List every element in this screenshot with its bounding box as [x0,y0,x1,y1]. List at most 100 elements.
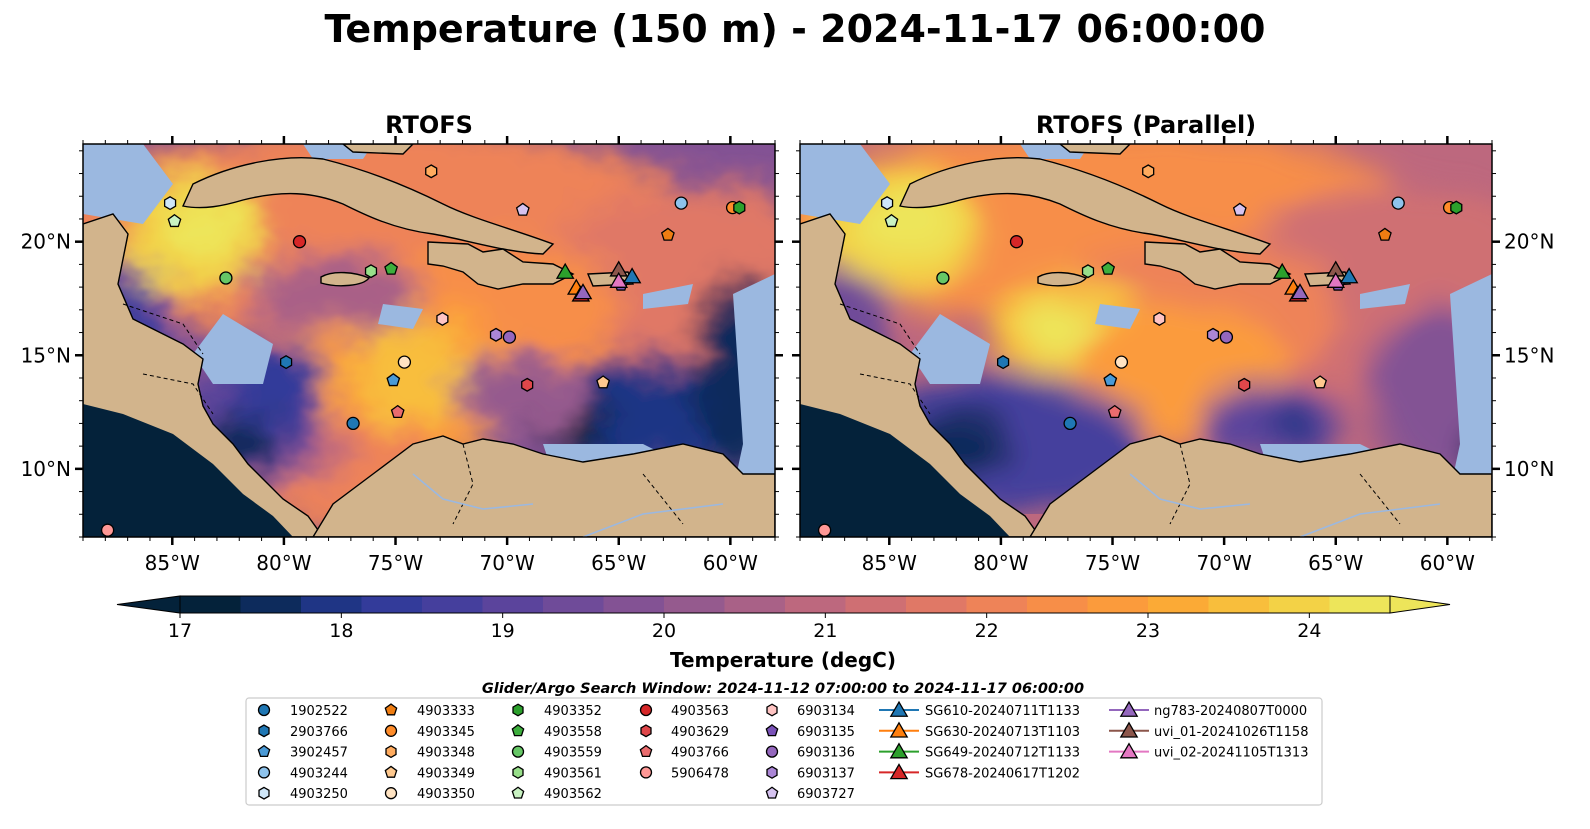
obs-marker-SG649-20240712T1133 [1272,262,1292,279]
legend-marker [1119,742,1139,759]
legend-label: 4903559 [544,746,602,761]
obs-marker-4903766 [1107,404,1122,418]
obs-marker-4903561 [1081,264,1095,279]
legend-item: 4903766 [639,744,729,761]
marker-layer [817,164,1463,537]
legend-item: 6903134 [766,703,855,719]
legend-label: SG649-20240712T1133 [925,746,1080,761]
legend-marker [512,703,524,717]
obs-marker-6903727 [1232,202,1247,216]
colorbar-segment [603,596,665,613]
obs-marker-6903137 [489,327,503,342]
legend-marker [384,765,398,778]
obs-marker-uvi_02-20241105T1313 [1326,271,1346,288]
colorbar-tick-label: 18 [329,620,353,642]
obs-marker-4903348 [425,164,438,179]
colorbar-segment [966,596,1028,613]
legend-label: 4903629 [671,725,729,740]
legend-marker [257,703,271,717]
legend-item: SG630-20240713T1103 [879,721,1080,740]
legend-label: 4903349 [417,766,475,781]
colorbar: 17 18 19 20 21 22 23 24 [116,595,1451,642]
obs-marker-2903766 [996,355,1010,370]
legend-label: 5906478 [671,766,729,781]
legend-item: 6903137 [766,765,855,781]
borders [839,303,1401,525]
panel-title: RTOFS (Parallel) [1036,111,1256,139]
obs-marker-SG610-20240711T1133 [1339,267,1359,284]
borders [122,303,684,525]
legend-marker [257,744,271,758]
legend-marker [889,763,909,780]
legend-label: 4903563 [671,704,729,719]
colorbar-segment [906,596,968,613]
legend-item: 4903558 [511,724,602,740]
x-tick-label: 65°W [1308,551,1363,575]
obs-marker-4903561 [364,264,378,279]
obs-marker-3902457 [1103,373,1118,387]
legend-label: 1902522 [290,704,348,719]
axis-ticks: 85°W 80°W 75°W 70°W 65°W 60°W 20°N 15°N 10°N [21,136,783,575]
legend-label: 6903727 [797,787,855,802]
legend-item: uvi_01-20241026T1158 [1109,721,1308,740]
x-tick-label: 70°W [480,551,535,575]
legend-item: 4903244 [257,766,348,781]
rivers [1129,473,1441,537]
colorbar-tick-label: 24 [1297,620,1321,642]
legend-marker [258,786,270,800]
legend-marker [639,744,653,758]
legend-item: 4903561 [512,765,602,781]
obs-marker-4903244 [674,196,688,210]
obs-marker-6903727 [515,202,530,216]
legend-item: 4903559 [511,745,602,761]
legend-label: 4903352 [544,704,602,719]
legend-label: 4903350 [417,787,475,802]
colorbar-segment [422,596,484,613]
x-tick-label: 85°W [862,551,917,575]
obs-marker-4903558 [1101,261,1116,275]
rivers [412,473,724,537]
colorbar-segment [482,596,544,613]
legend-label: uvi_01-20241026T1158 [1154,725,1308,740]
obs-marker-4903562 [884,213,899,228]
obs-marker-2903766 [279,355,293,370]
legend-label: 4903562 [544,787,602,802]
obs-marker-4903766 [390,404,405,418]
legend-marker [639,766,653,779]
x-tick-label: 75°W [368,551,423,575]
y-tick-label: 20°N [21,230,71,254]
legend-box [245,697,1323,806]
legend-marker [765,786,779,799]
figure-title: Temperature (150 m) - 2024-11-17 06:00:0… [324,7,1265,51]
legend-marker [889,721,909,738]
legend-label: 4903345 [417,725,475,740]
colorbar-extend-low [116,595,181,614]
legend-item: uvi_02-20241105T1313 [1109,742,1308,761]
pacific-ocean [83,404,293,537]
obs-marker-SG649-20240712T1133 [555,262,575,279]
colorbar-segment [1148,596,1210,613]
obs-marker-4903563 [1009,235,1024,249]
legend: 1902522 2903766 3902457 4903244 4903250 49033… [257,700,1308,802]
colorbar-tick-label: 17 [168,620,192,642]
legend-marker [639,703,653,717]
x-tick-label: 60°W [1420,551,1475,575]
legend-item: SG610-20240711T1133 [879,700,1080,719]
y-tick-label: 10°N [1504,457,1554,481]
colorbar-label: Temperature (degC) [670,648,896,672]
obs-marker-4903350 [397,355,412,369]
obs-marker-3902457 [386,373,401,387]
obs-marker-4903244 [1391,196,1405,210]
legend-marker [511,745,525,758]
legend-label: 4903333 [417,704,475,719]
legend-item: 4903352 [512,703,602,719]
pacific-ocean [800,404,1010,537]
legend-marker [1119,700,1139,717]
legend-item: SG678-20240617T1202 [879,763,1080,781]
x-tick-label: 70°W [1197,551,1252,575]
obs-marker-6903136 [502,330,517,344]
obs-marker-1902522 [346,416,360,431]
legend-label: ng783-20240807T0000 [1154,704,1307,719]
x-tick-label: 85°W [145,551,200,575]
obs-marker-4903562 [167,213,182,228]
